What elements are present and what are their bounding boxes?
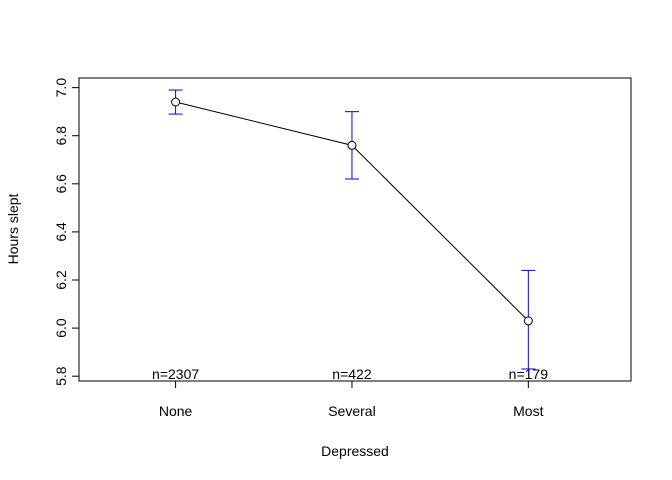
x-axis: None Several Most	[159, 381, 544, 419]
y-tick-label: 7.0	[53, 78, 69, 98]
y-axis-title: Hours slept	[5, 193, 21, 264]
series-line	[171, 97, 533, 326]
data-point	[523, 316, 533, 326]
x-tick-label: Several	[328, 403, 375, 419]
data-point	[347, 140, 357, 150]
n-label: n=422	[332, 366, 372, 382]
y-axis: 5.8 6.0 6.2 6.4 6.6 6.8 7.0	[53, 78, 80, 386]
x-axis-title: Depressed	[321, 443, 389, 459]
y-tick-label: 5.8	[53, 366, 69, 386]
n-labels: n=2307 n=422 n=179	[152, 366, 548, 382]
y-tick-label: 6.0	[53, 318, 69, 338]
data-point	[171, 97, 181, 107]
y-tick-label: 6.2	[53, 270, 69, 290]
x-tick-label: None	[159, 403, 193, 419]
error-bars	[168, 89, 536, 370]
plot-frame	[78, 77, 632, 382]
y-tick-label: 6.6	[53, 174, 69, 194]
y-tick-label: 6.8	[53, 126, 69, 146]
n-label: n=179	[509, 366, 549, 382]
n-label: n=2307	[152, 366, 199, 382]
y-tick-label: 6.4	[53, 222, 69, 242]
x-tick-label: Most	[513, 403, 543, 419]
